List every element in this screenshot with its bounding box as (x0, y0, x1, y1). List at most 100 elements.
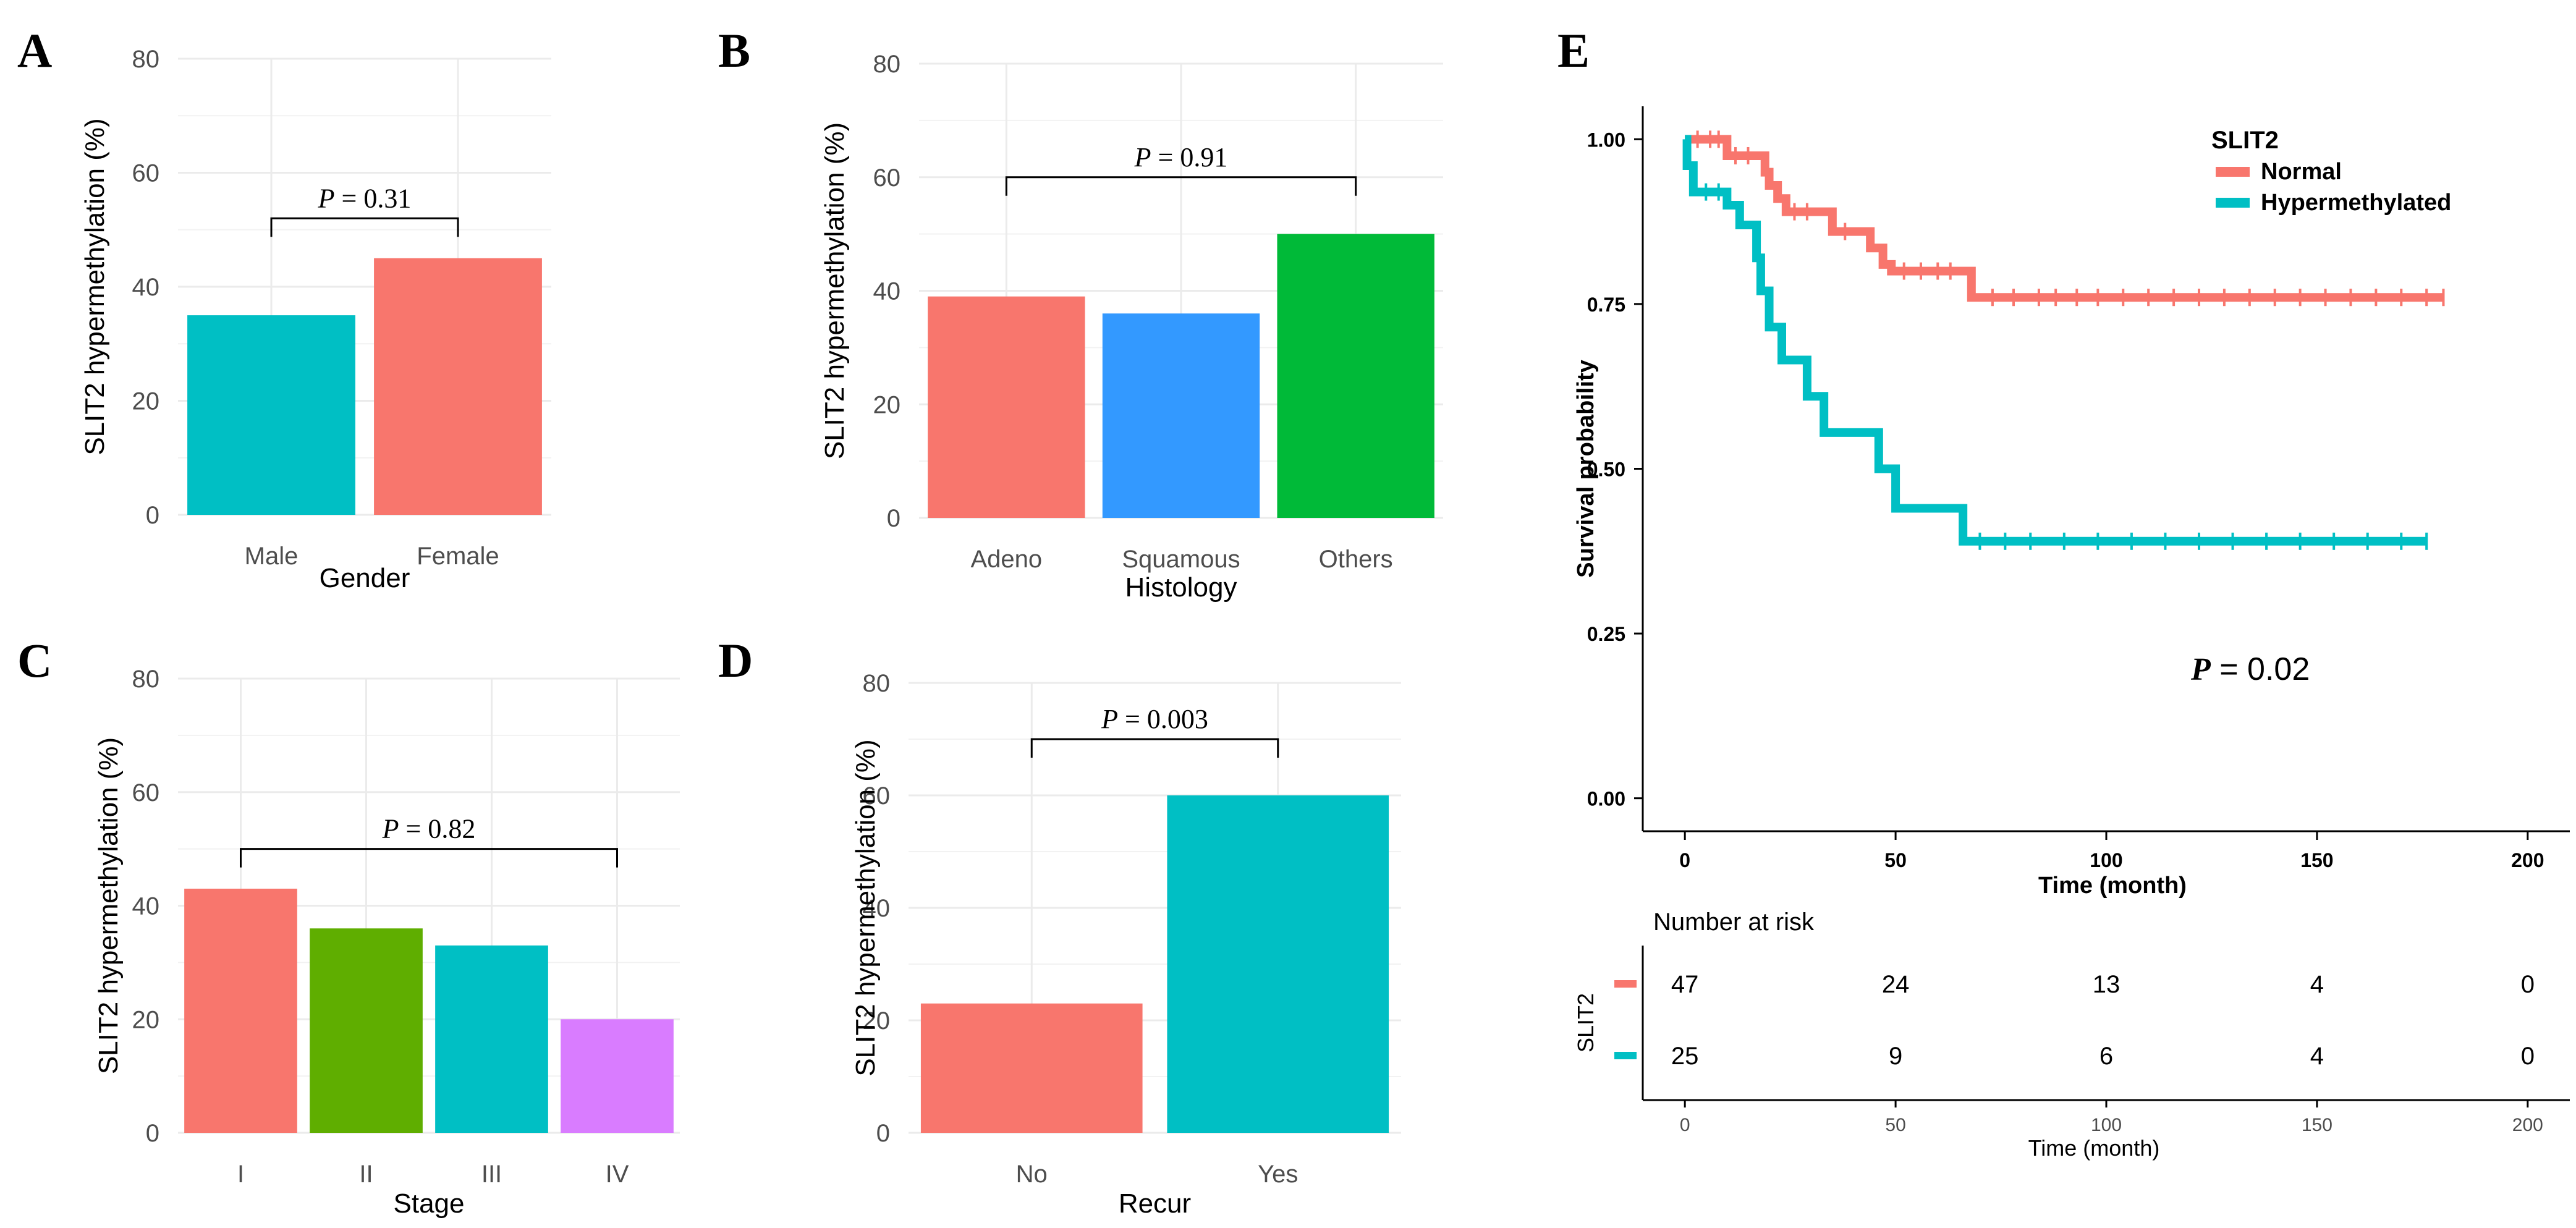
y-axis-title: SLIT2 hypermethylation (%) (820, 122, 850, 459)
chart-d: 0 20 40 60 80 No Yes Recur SLIT2 hypermethylatio… (718, 633, 1401, 1219)
y-tick-label: 40 (863, 895, 891, 922)
risk-table-x-title: Time (month) (2028, 1135, 2160, 1161)
bar-others (1277, 234, 1434, 518)
panel-label: B (718, 23, 750, 77)
risk-count: 0 (2521, 971, 2535, 998)
p-value: = 0.02 (2211, 651, 2310, 687)
significance-bracket (1005, 176, 1357, 196)
chart-a: 0 20 40 60 80 Male Female Gender SLIT2 hypermeth… (17, 23, 551, 593)
risk-table: Number at risk 47 24 13 4 0 25 9 6 4 0 SLIT2 0 50 100 1… (1573, 908, 2570, 1161)
risk-count: 25 (1671, 1043, 1699, 1070)
legend-label-hypermethylated: Hypermethylated (2261, 190, 2451, 216)
x-tick-label: Yes (1258, 1161, 1298, 1188)
risk-table-title: Number at risk (1653, 908, 1815, 936)
x-tick-label: Others (1319, 546, 1393, 573)
x-axis-title: Recur (1119, 1188, 1191, 1219)
y-tick-label: 20 (132, 388, 160, 415)
y-tick-label: 0 (887, 505, 900, 532)
bar-adeno (928, 296, 1085, 518)
panel-label: C (17, 633, 52, 687)
y-axis-title: SLIT2 hypermethylation (%) (80, 118, 110, 455)
y-tick-label: 60 (132, 160, 160, 187)
risk-x-tick-label: 200 (2512, 1115, 2543, 1135)
risk-count: 0 (2521, 1043, 2535, 1070)
y-axis-title: SLIT2 hypermethylation (%) (93, 737, 124, 1074)
significance-bracket (270, 217, 459, 237)
x-tick-label: Female (417, 543, 499, 570)
bar-iii (435, 945, 548, 1133)
y-tick-label: 80 (132, 46, 160, 73)
bar-squamous (1102, 313, 1260, 518)
panel-label: D (718, 633, 753, 687)
legend: SLIT2 Normal Hypermethylated (2211, 127, 2451, 216)
bar-male (187, 315, 355, 515)
chart-b: 0 20 40 60 80 Adeno Squamous Others Histology SLI… (718, 23, 1443, 603)
p-symbol: P (382, 814, 399, 844)
x-axis-title: Histology (1125, 572, 1237, 603)
y-tick-label: 0.00 (1587, 788, 1625, 810)
significance-bracket (240, 848, 618, 868)
x-tick-label: I (237, 1161, 244, 1188)
p-value: = 0.91 (1151, 142, 1228, 172)
y-tick-label: 0 (146, 502, 159, 529)
x-axis-title: Gender (320, 563, 410, 593)
bar-i (184, 888, 297, 1133)
p-value: = 0.82 (399, 814, 476, 844)
p-symbol: P (2190, 652, 2211, 687)
y-tick-label: 20 (863, 1007, 891, 1035)
y-tick-label: 1.00 (1587, 129, 1625, 151)
y-tick-label: 60 (863, 782, 891, 810)
p-symbol: P (1101, 704, 1118, 734)
panel-label: A (17, 23, 52, 77)
y-tick-label: 0 (146, 1120, 159, 1147)
risk-x-tick-label: 50 (1885, 1115, 1905, 1135)
y-tick-label: 40 (132, 274, 160, 301)
bar-no (920, 1003, 1143, 1133)
x-axis-title: Stage (394, 1188, 465, 1219)
x-tick-label: Male (245, 543, 299, 570)
survival-curve-hypermethylated (1682, 135, 2427, 546)
risk-x-tick-label: 150 (2302, 1115, 2332, 1135)
risk-count: 47 (1671, 971, 1699, 998)
y-tick-label: 80 (873, 51, 901, 78)
y-tick-label: 80 (132, 666, 160, 693)
survival-curve-normal (1685, 135, 2444, 302)
x-tick-label: III (481, 1161, 502, 1188)
risk-count: 4 (2310, 1043, 2324, 1070)
p-value-label: P = 0.82 (382, 814, 476, 844)
p-symbol: P (1134, 142, 1151, 172)
y-tick-label: 20 (132, 1006, 160, 1033)
y-tick-label: 40 (873, 278, 901, 305)
risk-count: 13 (2093, 971, 2121, 998)
y-axis-title: SLIT2 hypermethylation (%) (850, 739, 881, 1076)
y-tick-label: 0.75 (1587, 294, 1625, 316)
y-tick-label: 0.50 (1587, 459, 1625, 481)
x-tick-label: IV (606, 1161, 629, 1188)
x-tick-label: 100 (2090, 849, 2122, 871)
y-tick-label: 60 (132, 779, 160, 807)
bar-iv (561, 1019, 674, 1133)
x-tick-label: 150 (2300, 849, 2333, 871)
chart-e: E 0.00 0.25 0.50 0.75 1.00 0 50 100 150 200 Time (m… (1557, 23, 2570, 1161)
p-symbol: P (318, 183, 335, 213)
p-value-label: P = 0.003 (1101, 704, 1208, 734)
p-value-label: P = 0.02 (2190, 651, 2310, 687)
risk-count: 6 (2099, 1043, 2113, 1070)
risk-x-tick-label: 0 (1680, 1115, 1690, 1135)
bar-female (374, 258, 542, 515)
y-tick-label: 80 (863, 670, 891, 697)
risk-table-y-title: SLIT2 (1573, 993, 1598, 1052)
x-tick-label: Adeno (970, 546, 1042, 573)
risk-x-tick-label: 100 (2091, 1115, 2122, 1135)
bar-ii (310, 928, 423, 1133)
p-value: = 0.31 (335, 183, 412, 213)
x-tick-label: 50 (1884, 849, 1907, 871)
legend-title: SLIT2 (2211, 127, 2279, 154)
x-tick-label: II (359, 1161, 373, 1188)
y-tick-label: 0.25 (1587, 623, 1625, 645)
panel-label: E (1557, 23, 1590, 77)
x-axis-title: Time (month) (2038, 873, 2187, 899)
p-value: = 0.003 (1118, 704, 1208, 734)
y-tick-label: 60 (873, 164, 901, 192)
